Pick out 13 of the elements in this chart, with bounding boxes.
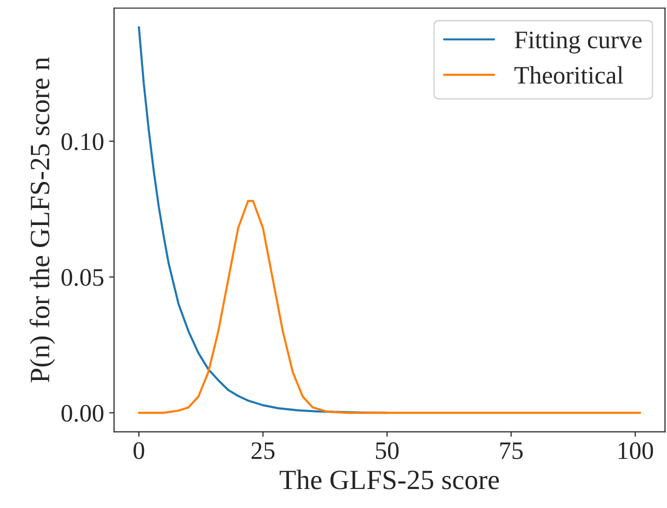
x-tick-label: 0 <box>134 442 144 460</box>
line-series <box>138 200 642 414</box>
x-axis-title: The GLFS-25 score <box>280 470 499 490</box>
y-axis-title: P(n) for the GLFS-25 score n <box>30 57 56 382</box>
x-tick-label: 100 <box>618 442 654 460</box>
x-tick-label: 75 <box>500 442 523 460</box>
y-tick-label: 0.05 <box>62 269 104 286</box>
x-tick-label: 50 <box>376 442 399 460</box>
legend-label: Fitting curve <box>514 32 642 54</box>
y-tick-label: 0.00 <box>62 404 104 422</box>
y-tick-label: 0.10 <box>62 133 104 150</box>
legend-label: Theoritical <box>514 66 624 84</box>
x-tick-label: 25 <box>252 442 274 460</box>
